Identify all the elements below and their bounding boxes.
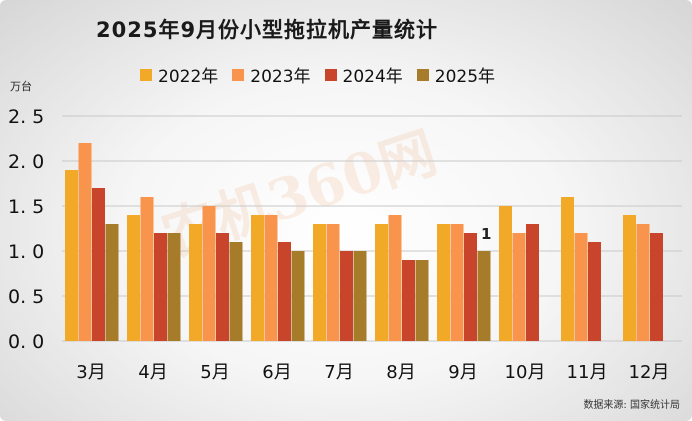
legend-item: 2024年 [324, 62, 403, 87]
bar [464, 233, 477, 341]
bar [636, 224, 650, 341]
y-tick-label: 1. 0 [8, 241, 44, 263]
y-tick-label: 2. 0 [8, 151, 44, 173]
bar [526, 224, 539, 341]
bar [105, 224, 119, 341]
y-tick-label: 2. 5 [8, 106, 44, 128]
bar [229, 242, 243, 341]
bar [65, 170, 78, 341]
bar [437, 224, 450, 341]
x-tick-label: 3月 [76, 362, 105, 383]
bar [650, 233, 663, 341]
bar [588, 242, 601, 341]
bar [499, 206, 512, 341]
legend: 2022年 2023年 2024年 2025年 [140, 62, 495, 87]
legend-label: 2024年 [342, 67, 403, 87]
bar [353, 251, 367, 341]
legend-swatch [416, 68, 429, 81]
x-tick-label: 12月 [629, 362, 670, 383]
legend-item: 2022年 [140, 62, 218, 87]
chart-title: 2025年9月份小型拖拉机产量统计 [96, 18, 439, 42]
bar [561, 197, 574, 341]
legend-item: 2023年 [232, 62, 311, 87]
bar [154, 233, 167, 341]
bar [264, 215, 278, 341]
bar [340, 251, 353, 341]
y-tick-label: 1. 5 [8, 196, 44, 218]
x-tick-label: 10月 [505, 362, 546, 383]
bar [623, 215, 636, 341]
legend-label: 2025年 [434, 67, 496, 87]
bar [375, 224, 388, 341]
bar [402, 260, 415, 341]
x-tick-label: 6月 [262, 362, 291, 383]
bar [78, 143, 92, 341]
x-tick-label: 7月 [324, 362, 353, 383]
x-tick-label: 11月 [567, 362, 608, 383]
legend-swatch [140, 68, 152, 81]
bar [477, 251, 491, 341]
bar [450, 224, 464, 341]
bar [291, 251, 305, 341]
bar [388, 215, 402, 341]
y-axis-unit-label: 万台 [10, 80, 32, 93]
bar [326, 224, 340, 341]
bar [127, 215, 140, 341]
bar [92, 188, 105, 341]
bar [189, 224, 202, 341]
bar [512, 233, 526, 341]
y-tick-label: 0. 5 [8, 286, 44, 308]
legend-label: 2022年 [158, 67, 219, 87]
x-tick-label: 4月 [138, 362, 167, 383]
legend-swatch [324, 68, 337, 81]
bar [167, 233, 181, 341]
x-tick-label: 8月 [386, 362, 415, 383]
legend-swatch [232, 68, 245, 81]
x-tick-label: 9月 [448, 362, 477, 383]
bar [313, 224, 326, 341]
y-tick-label: 0. 0 [8, 331, 44, 353]
bar [216, 233, 229, 341]
bar [278, 242, 291, 341]
bar [251, 215, 264, 341]
legend-item: 2025年 [416, 62, 496, 87]
bar [202, 206, 216, 341]
legend-label: 2023年 [250, 67, 311, 87]
data-annotation: 1 [481, 225, 491, 243]
bar [140, 197, 154, 341]
source-note: 数据来源: 国家统计局 [583, 400, 680, 411]
x-tick-label: 5月 [200, 362, 229, 383]
bar [415, 260, 429, 341]
bar [574, 233, 588, 341]
